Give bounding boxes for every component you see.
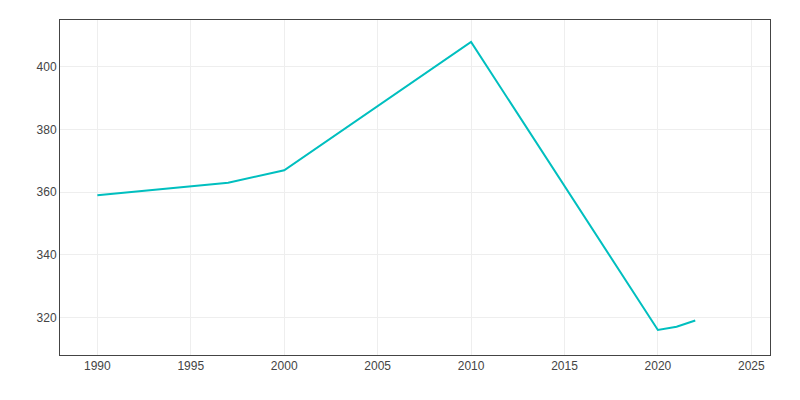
svg-text:1995: 1995 bbox=[177, 359, 204, 373]
svg-text:2000: 2000 bbox=[271, 359, 298, 373]
svg-text:380: 380 bbox=[37, 123, 57, 137]
svg-text:2005: 2005 bbox=[364, 359, 391, 373]
svg-text:2020: 2020 bbox=[645, 359, 672, 373]
svg-text:2010: 2010 bbox=[458, 359, 485, 373]
svg-text:360: 360 bbox=[37, 185, 57, 199]
svg-text:2015: 2015 bbox=[551, 359, 578, 373]
svg-text:340: 340 bbox=[37, 248, 57, 262]
svg-text:1990: 1990 bbox=[84, 359, 111, 373]
svg-text:320: 320 bbox=[37, 311, 57, 325]
svg-text:2025: 2025 bbox=[738, 359, 765, 373]
svg-text:400: 400 bbox=[37, 60, 57, 74]
